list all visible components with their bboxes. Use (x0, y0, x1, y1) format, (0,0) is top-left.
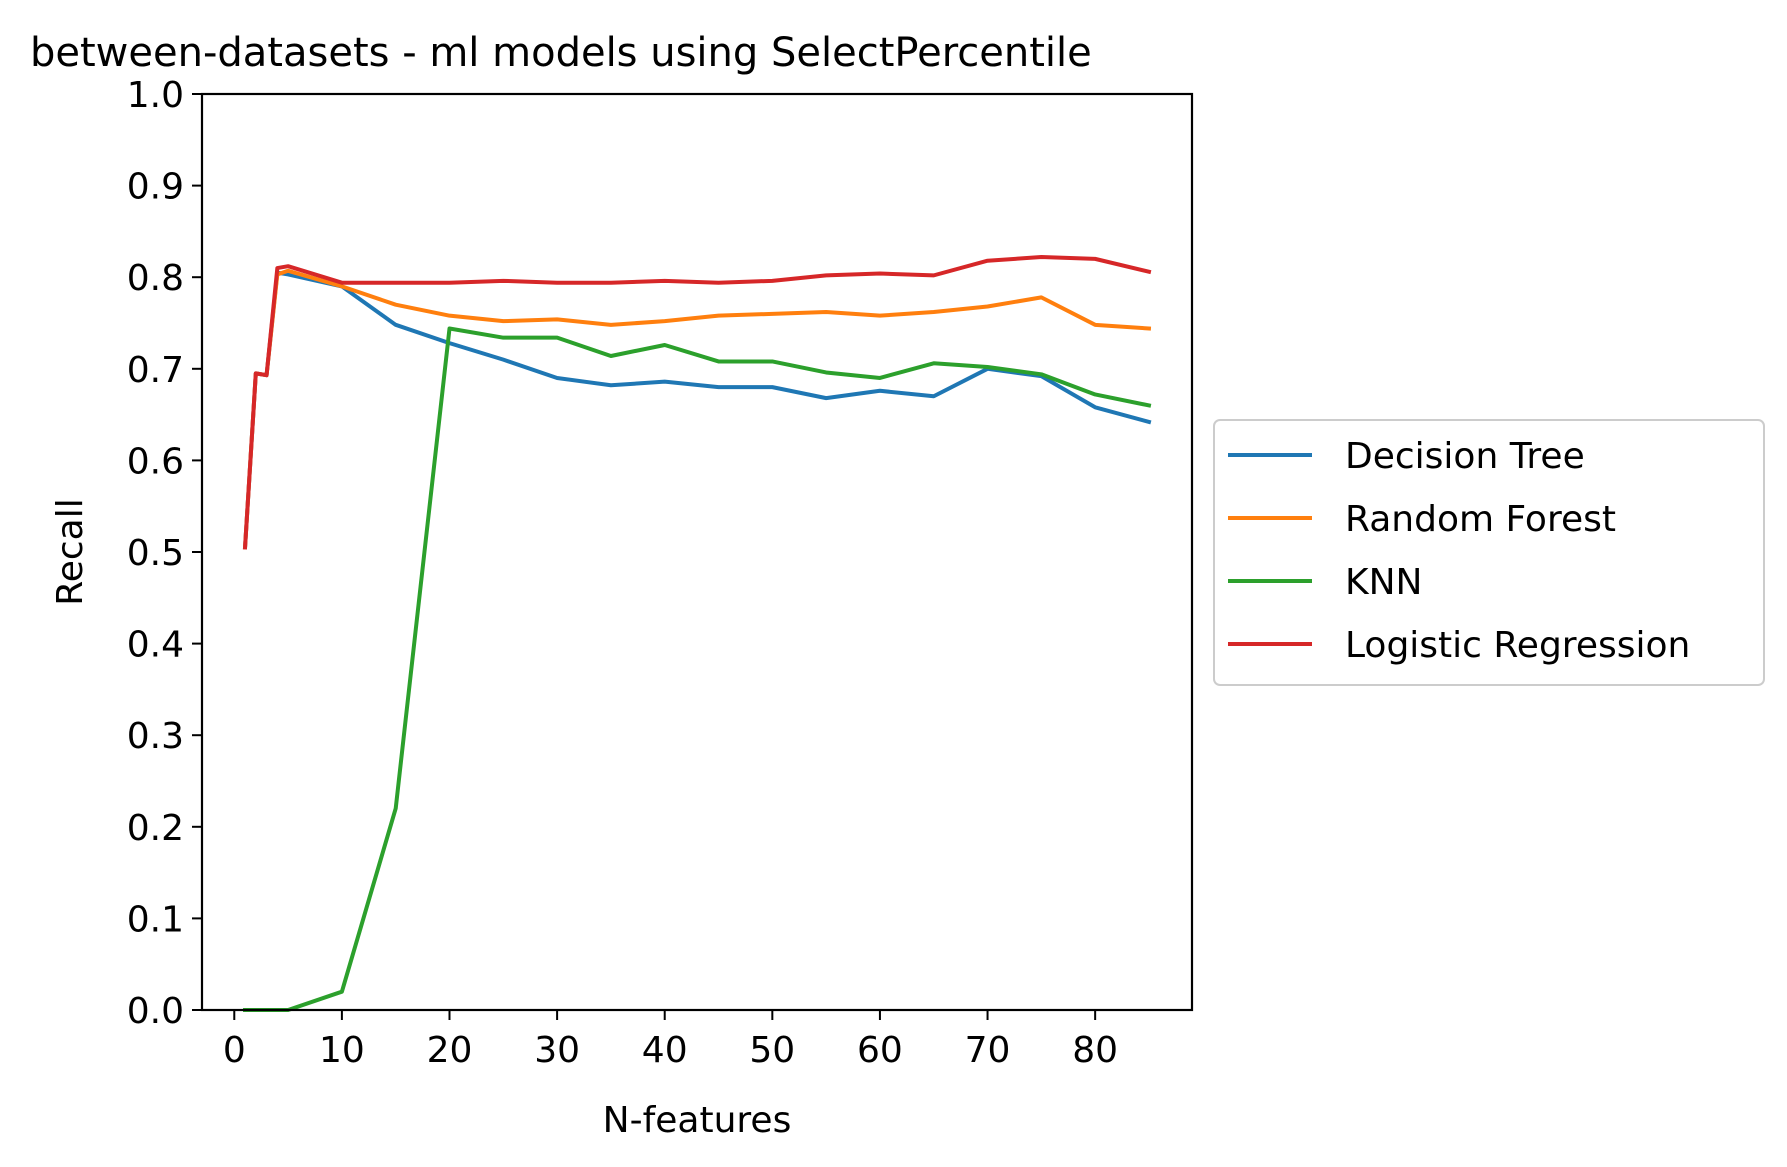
y-tick-label: 0.0 (127, 991, 184, 1032)
x-tick-label: 20 (427, 1030, 473, 1071)
legend-label-logistic-regression: Logistic Regression (1345, 625, 1690, 666)
y-tick-label: 0.9 (127, 167, 184, 208)
legend-box (1213, 419, 1765, 686)
x-tick-label: 60 (857, 1030, 903, 1071)
y-tick-label: 0.8 (127, 258, 184, 299)
y-tick-label: 0.7 (127, 350, 184, 391)
y-tick-label: 0.6 (127, 441, 184, 482)
x-tick-label: 40 (642, 1030, 688, 1071)
x-tick-label: 0 (223, 1030, 246, 1071)
x-tick-label: 80 (1072, 1030, 1118, 1071)
legend: Decision Tree Random Forest KNN Logistic Re… (1213, 419, 1765, 686)
legend-label-decision-tree: Decision Tree (1345, 436, 1585, 477)
y-tick-label: 1.0 (127, 75, 184, 116)
plot-area (200, 92, 1194, 1012)
y-tick-label: 0.2 (127, 808, 184, 849)
chart-title: between-datasets - ml models using Selec… (30, 30, 1092, 76)
x-tick-label: 30 (534, 1030, 580, 1071)
series-line-logistic-regression (242, 255, 1152, 550)
plot-frame (200, 92, 1194, 1012)
series-line-knn (243, 326, 1152, 1012)
x-tick-label: 50 (749, 1030, 795, 1071)
x-axis-label: N-features (603, 1100, 792, 1141)
x-tick-label: 10 (319, 1030, 365, 1071)
y-tick-label: 0.1 (127, 899, 184, 940)
x-axis: 0 10 20 30 40 50 60 70 80 (223, 1010, 1118, 1071)
legend-label-random-forest: Random Forest (1345, 499, 1616, 540)
series-lines (242, 255, 1152, 1012)
y-axis: 0.0 0.1 0.2 0.3 0.4 0.5 0.6 0.7 0.8 0.9 1.0 (127, 75, 202, 1032)
y-tick-label: 0.5 (127, 533, 184, 574)
legend-label-knn: KNN (1345, 562, 1422, 603)
y-tick-label: 0.4 (127, 625, 184, 666)
x-tick-label: 70 (965, 1030, 1011, 1071)
series-line-random-forest (242, 268, 1152, 550)
legend-items: Decision Tree Random Forest KNN Logistic Re… (1228, 436, 1690, 666)
series-line-decision-tree (242, 270, 1152, 550)
y-tick-label: 0.3 (127, 716, 184, 757)
y-axis-label: Recall (50, 498, 91, 605)
